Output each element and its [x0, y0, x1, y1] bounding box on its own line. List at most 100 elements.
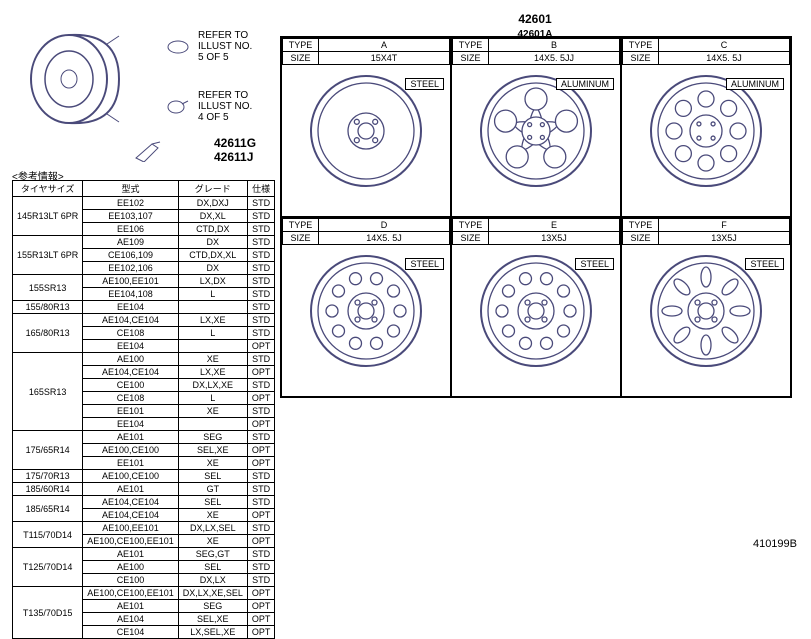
cell: AE104,CE104: [83, 509, 179, 522]
size-label: SIZE: [283, 52, 319, 65]
type-val: C: [659, 39, 790, 52]
type-label: TYPE: [283, 39, 319, 52]
table-row: 155R13LT 6PRAE109DXSTD: [13, 236, 275, 249]
callout-2-line-2: 4 OF 5: [198, 112, 252, 123]
cell: DX,LX,SEL: [178, 522, 247, 535]
callout-1-line-0: REFER TO: [198, 30, 252, 41]
cell: CTD,DX,XL: [178, 249, 247, 262]
cell: XE: [178, 405, 247, 418]
cell: AE101: [83, 431, 179, 444]
cell: STD: [247, 197, 275, 210]
cell: [178, 418, 247, 431]
cell: AE104,CE104: [83, 366, 179, 379]
cell: OPT: [247, 587, 275, 600]
cell-head: TYPED SIZE14X5. 5J: [282, 218, 450, 245]
cell: STD: [247, 405, 275, 418]
col-header: 型式: [83, 181, 179, 197]
cell: CE100: [83, 379, 179, 392]
col-header: グレード: [178, 181, 247, 197]
cell: LX,XE: [178, 314, 247, 327]
cell-head: TYPEF SIZE13X5J: [622, 218, 790, 245]
size-val: 15X4T: [319, 52, 450, 65]
cell: STD: [247, 379, 275, 392]
cell: OPT: [247, 600, 275, 613]
type-label: TYPE: [283, 219, 319, 232]
grid-top-label: 42601: [518, 12, 551, 26]
wheel-cell-E: TYPEE SIZE13X5J STEEL: [451, 217, 621, 397]
size-label: SIZE: [453, 232, 489, 245]
cell: AE100,CE100,EE101: [83, 535, 179, 548]
cell: EE101: [83, 405, 179, 418]
callout-2-line-1: ILLUST NO.: [198, 101, 252, 112]
cell: EE101: [83, 457, 179, 470]
cell: STD: [247, 314, 275, 327]
tire-size-cell: 155/80R13: [13, 301, 83, 314]
cell: OPT: [247, 626, 275, 639]
cell: STD: [247, 327, 275, 340]
cell: LX,DX: [178, 275, 247, 288]
cell: SEG: [178, 431, 247, 444]
cell-head: TYPEA SIZE15X4T: [282, 38, 450, 65]
type-val: E: [489, 219, 620, 232]
lugnut-icon: [164, 98, 192, 116]
type-val: B: [489, 39, 620, 52]
table-row: 165SR13AE100XESTD: [13, 353, 275, 366]
cell: AE100,EE101: [83, 275, 179, 288]
material-label: STEEL: [575, 258, 614, 270]
size-label: SIZE: [623, 232, 659, 245]
cell: EE104: [83, 418, 179, 431]
cell: XE: [178, 509, 247, 522]
cell: DX: [178, 236, 247, 249]
wheel-cell-D: TYPED SIZE14X5. 5JSTEEL: [281, 217, 451, 397]
cell: EE104,108: [83, 288, 179, 301]
cell: DX,LX: [178, 574, 247, 587]
cell: DX,XL: [178, 210, 247, 223]
cell: OPT: [247, 444, 275, 457]
callout-2: REFER TO ILLUST NO. 4 OF 5: [164, 90, 252, 123]
cell: OPT: [247, 535, 275, 548]
cell: DX,LX,XE,SEL: [178, 587, 247, 600]
tire-info-table: タイヤサイズ型式グレード仕様145R13LT 6PREE102DX,DXJSTD…: [12, 180, 275, 639]
size-val: 14X5. 5JJ: [489, 52, 620, 65]
cell: CTD,DX: [178, 223, 247, 236]
tire-size-cell: 185/65R14: [13, 496, 83, 522]
cell: OPT: [247, 366, 275, 379]
size-label: SIZE: [623, 52, 659, 65]
cell: STD: [247, 210, 275, 223]
table-row: 175/65R14AE101SEGSTD: [13, 431, 275, 444]
cell: OPT: [247, 457, 275, 470]
cell: AE101: [83, 483, 179, 496]
cell: AE100: [83, 561, 179, 574]
size-label: SIZE: [283, 232, 319, 245]
table-row: 145R13LT 6PREE102DX,DXJSTD: [13, 197, 275, 210]
cell: CE108: [83, 392, 179, 405]
cell: L: [178, 288, 247, 301]
tire-size-cell: T125/70D14: [13, 548, 83, 587]
tire-size-cell: 155SR13: [13, 275, 83, 301]
callout-1-line-2: 5 OF 5: [198, 52, 252, 63]
tire-size-cell: 185/60R14: [13, 483, 83, 496]
material-label: STEEL: [405, 78, 444, 90]
table-row: 155/80R13EE104STD: [13, 301, 275, 314]
tire-size-cell: 145R13LT 6PR: [13, 197, 83, 236]
cell: STD: [247, 496, 275, 509]
valve-stem-icon: [134, 140, 170, 162]
cell: AE100,EE101: [83, 522, 179, 535]
cell: AE100,CE100: [83, 444, 179, 457]
cell: EE106: [83, 223, 179, 236]
cell: STD: [247, 522, 275, 535]
cell: AE104,CE104: [83, 314, 179, 327]
type-val: D: [319, 219, 450, 232]
cell: STD: [247, 249, 275, 262]
callout-1: REFER TO ILLUST NO. 5 OF 5: [164, 30, 252, 63]
cell: DX,DXJ: [178, 197, 247, 210]
cell-head: TYPEE SIZE13X5J: [452, 218, 620, 245]
tire-size-cell: 175/65R14: [13, 431, 83, 470]
tire-size-cell: T135/70D15: [13, 587, 83, 639]
cell: DX: [178, 262, 247, 275]
cell: [178, 340, 247, 353]
cell: SEL,XE: [178, 613, 247, 626]
cell: AE104: [83, 613, 179, 626]
cell: AE109: [83, 236, 179, 249]
wheel-iso-drawing: [24, 24, 154, 134]
